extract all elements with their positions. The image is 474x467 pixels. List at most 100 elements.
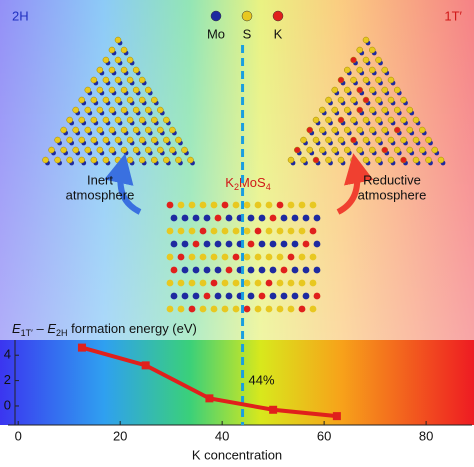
atom [337,136,345,144]
atom [187,156,194,164]
atom [400,156,407,164]
atom [331,146,338,154]
atom [177,201,185,209]
atom [362,36,370,44]
atom [406,106,413,114]
atom [265,279,273,287]
atom [265,227,273,235]
atom [210,201,218,209]
atom [362,56,370,64]
x-tick-label: 80 [419,428,433,443]
atom [287,279,295,287]
atom [166,227,174,235]
atom [181,266,189,274]
atom [90,76,98,84]
atom [210,253,218,261]
atom [151,156,158,164]
atom [325,96,332,104]
atom [114,36,122,44]
atom [132,106,140,114]
atom [302,240,310,248]
y-label-part: 2H [56,328,68,338]
atom [406,146,413,154]
atom [210,305,218,313]
atom [199,279,207,287]
atom [232,279,240,287]
atom [199,253,207,261]
atom [356,46,363,54]
atom [126,56,134,64]
atom [258,292,266,300]
atom [381,106,388,114]
atom [177,305,185,313]
atom [247,266,255,274]
atom [269,292,277,300]
atom [132,66,140,74]
atom [254,227,262,235]
atom [309,201,317,209]
atom [400,116,407,124]
atom [312,136,320,144]
atom [54,136,61,144]
atom [300,156,307,164]
atom [300,136,307,144]
atom [126,116,134,124]
atom [276,305,284,313]
atom [331,126,338,134]
atom [78,136,85,144]
atom [210,227,218,235]
atom [243,305,251,313]
y-label-part: formation energy (eV) [68,321,197,336]
y-label-part: 1T′ [21,328,34,338]
atom [247,292,255,300]
atom [96,66,104,74]
atom [177,253,185,261]
atom [138,156,146,164]
atom [350,96,357,104]
atom [309,253,317,261]
compound-part: 4 [266,182,271,192]
x-tick-label: 60 [317,428,331,443]
atom [306,126,313,134]
atom [394,86,401,94]
atom [287,201,295,209]
legend-marker [210,10,222,22]
atom [356,66,363,74]
arrow-right [336,153,374,215]
atom [302,292,310,300]
atom [350,156,357,164]
atom [78,96,85,104]
atom [412,136,420,144]
atom [151,136,158,144]
atom [166,305,174,313]
atom [412,116,420,124]
atom [309,305,317,313]
atom [163,116,170,124]
atom [120,146,128,154]
atom [312,116,320,124]
atom [170,240,178,248]
legend-marker [241,10,253,22]
atom [175,136,182,144]
atom [243,227,251,235]
atom [387,136,395,144]
atom [356,86,363,94]
atom [225,214,233,222]
atom [157,146,164,154]
atom [90,136,98,144]
atom [319,126,326,134]
atom [84,106,92,114]
atom [306,146,313,154]
atom [344,146,351,154]
atom [102,116,110,124]
atom [114,56,122,64]
atom [312,156,320,164]
atom [225,266,233,274]
atom [42,156,49,164]
atom [108,106,116,114]
atom [72,106,79,114]
atom [108,66,116,74]
atom [254,253,262,261]
atom [169,126,176,134]
